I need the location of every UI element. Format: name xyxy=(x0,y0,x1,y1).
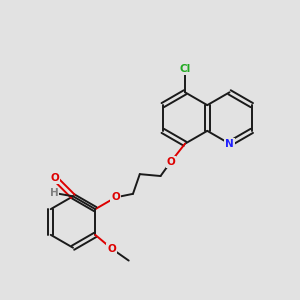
Text: O: O xyxy=(167,157,175,167)
Text: O: O xyxy=(50,173,59,183)
Text: O: O xyxy=(111,192,120,203)
Text: O: O xyxy=(107,244,116,254)
Text: Cl: Cl xyxy=(179,64,191,74)
Text: H: H xyxy=(50,188,58,198)
Text: N: N xyxy=(225,139,234,149)
